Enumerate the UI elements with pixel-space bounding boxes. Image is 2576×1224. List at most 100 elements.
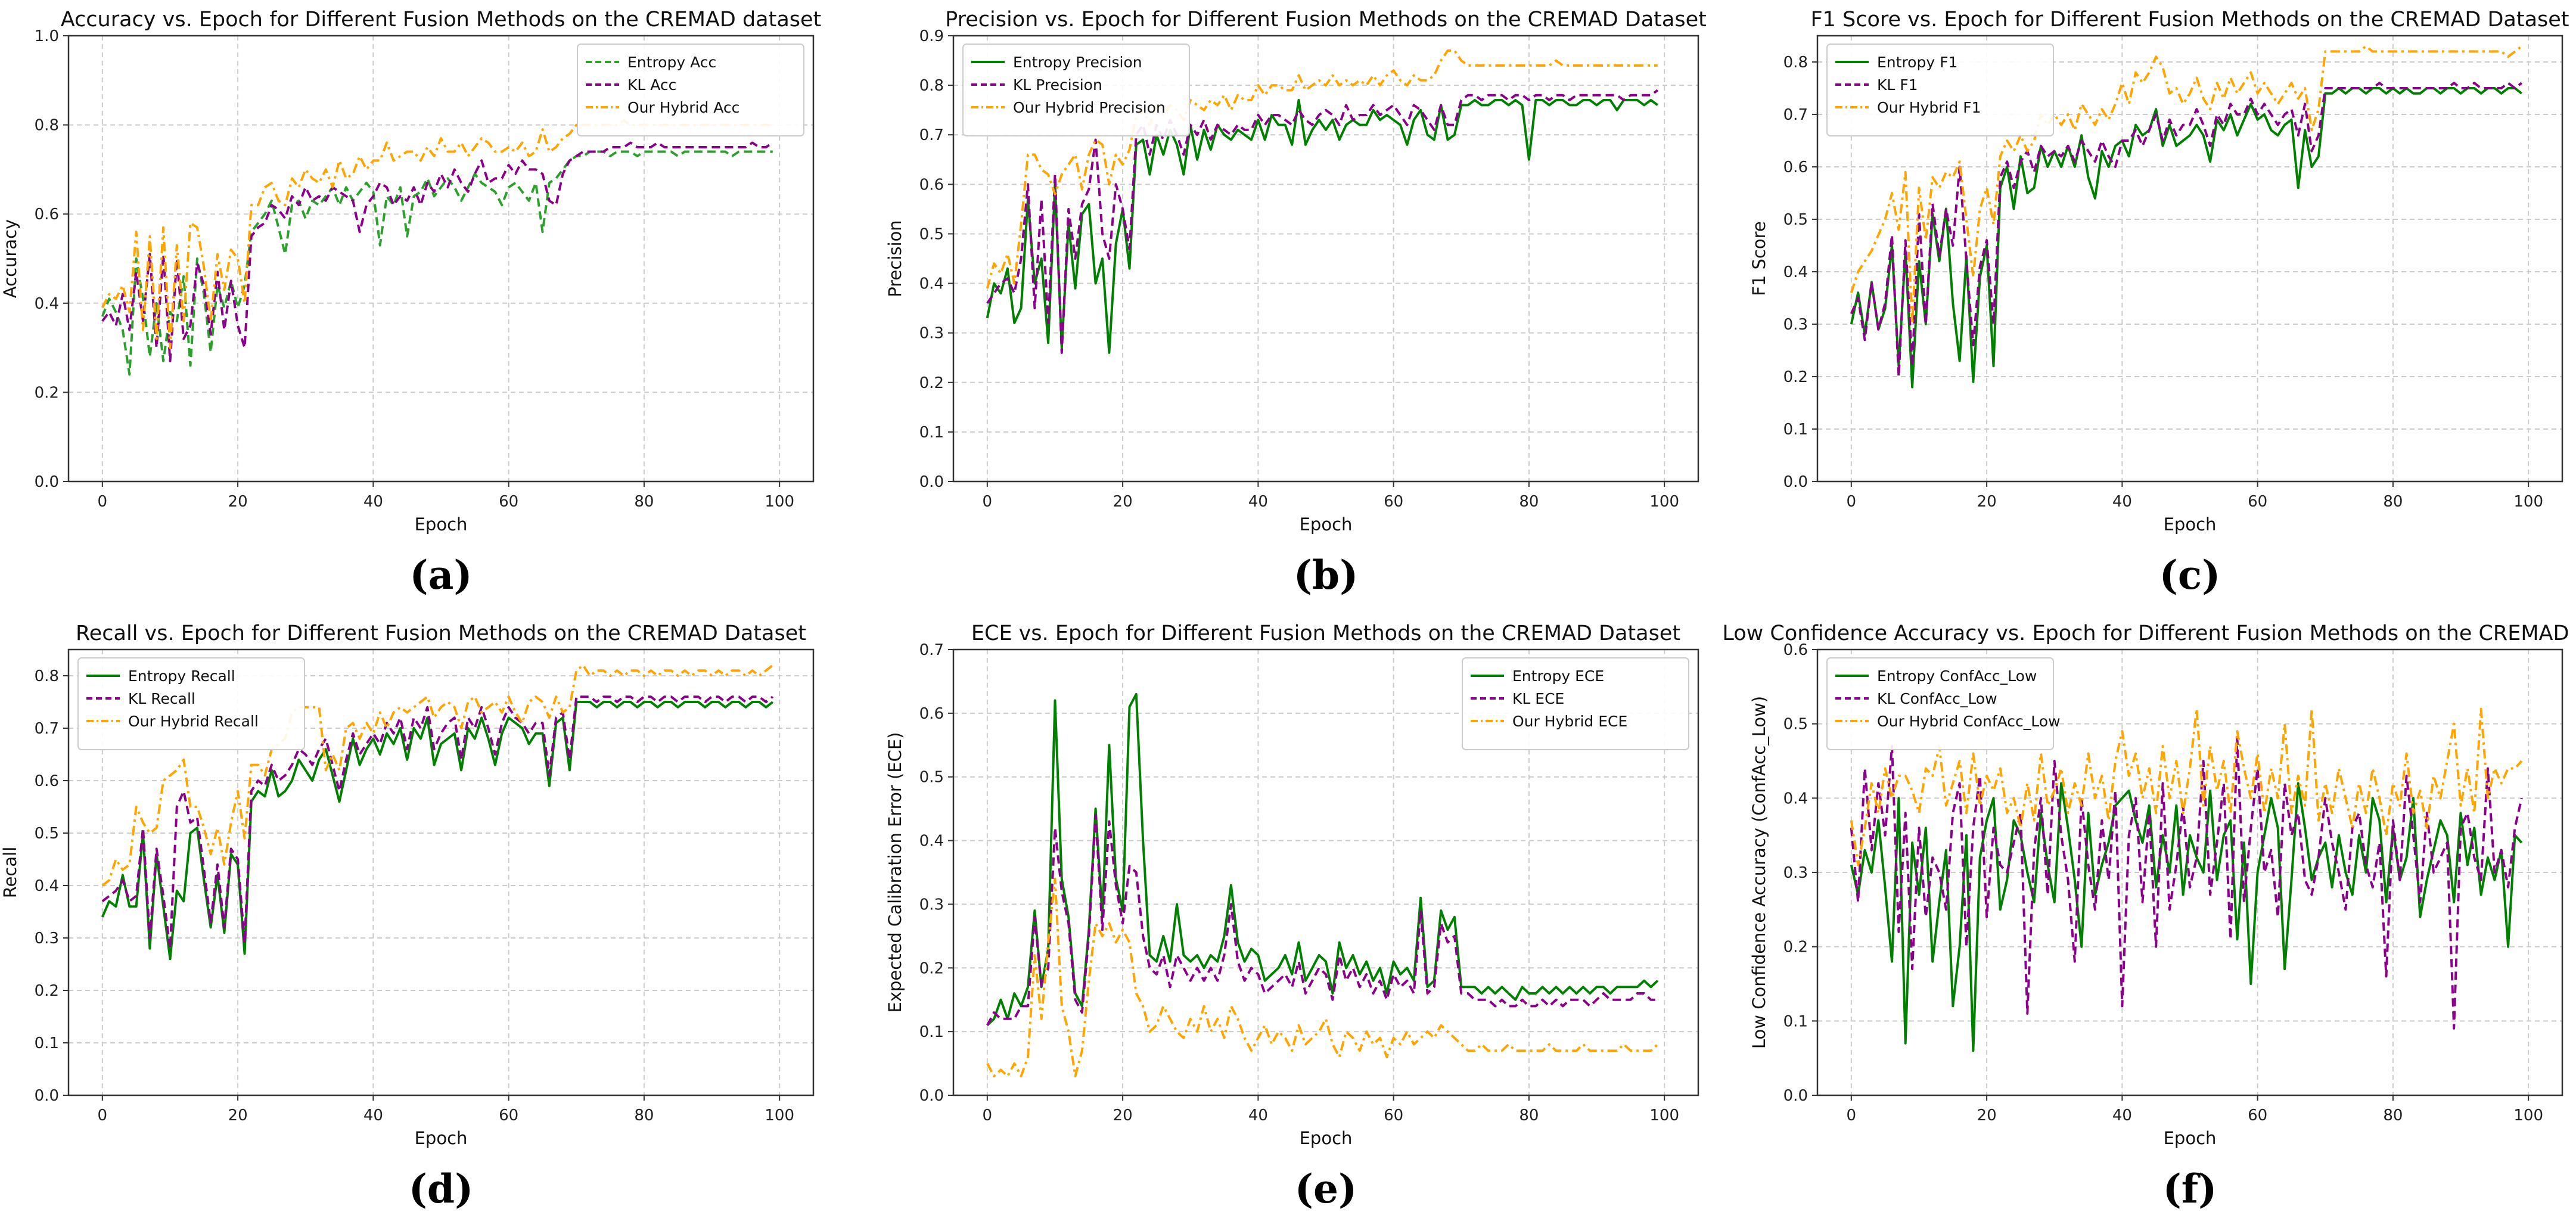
y-axis-label: Low Confidence Accuracy (ConfAcc_Low): [1749, 696, 1769, 1049]
legend-box: [962, 44, 1190, 136]
y-axis-label: Precision: [885, 220, 905, 297]
x-tick-label: 100: [765, 493, 794, 511]
chart-panel-e: 0.0 0.1 0.2 0.3 0.4 0.5 0.6 0.7 0 20 40 60 80 100 ECE …: [885, 622, 1699, 1212]
x-tick-label: 0: [983, 493, 993, 511]
x-tick-label: 80: [1519, 493, 1539, 511]
legend-entry: Entropy F1: [1877, 54, 1957, 71]
x-tick-label: 40: [1248, 1107, 1268, 1124]
y-tick-label: 0.7: [919, 126, 944, 144]
x-axis-label: Epoch: [415, 514, 468, 535]
legend-box: [77, 657, 305, 750]
y-tick-label: 1.0: [35, 27, 59, 45]
series-line-b-0: [986, 99, 1658, 354]
x-tick-label: 100: [765, 1107, 794, 1124]
series-line-a-1: [101, 141, 773, 362]
series-line-e-2: [986, 877, 1659, 1077]
x-tick-label: 40: [1248, 493, 1268, 511]
legend-entry: Entropy Precision: [1013, 54, 1142, 71]
y-tick-label: 0.5: [919, 225, 944, 243]
y-tick-label: 0.6: [919, 705, 944, 723]
x-axis-label: Epoch: [1300, 514, 1353, 535]
x-tick-label: 0: [98, 1107, 108, 1124]
y-tick-label: 0.1: [1783, 1012, 1808, 1030]
panel-label: (e): [1295, 1166, 1357, 1212]
panel-label: (f): [2163, 1166, 2217, 1212]
legend: Entropy Acc KL Acc Our Hybrid Acc: [577, 44, 804, 136]
y-tick-label: 0.0: [919, 1087, 944, 1105]
y-tick-label: 0.4: [919, 275, 944, 293]
y-tick-label: 0.2: [919, 374, 944, 392]
x-tick-label: 40: [2112, 1107, 2132, 1124]
y-tick-label: 0.6: [1783, 641, 1808, 659]
y-tick-label: 0.2: [1783, 939, 1808, 956]
series-line-d-0: [101, 701, 774, 961]
legend-entry: Entropy ConfAcc_Low: [1877, 667, 2037, 685]
y-tick-label: 0.4: [1783, 790, 1808, 807]
y-tick-label: 0.3: [35, 930, 59, 947]
x-tick-label: 20: [1977, 1107, 1997, 1124]
x-tick-label: 100: [1649, 493, 1679, 511]
legend-entry: Our Hybrid F1: [1877, 99, 1981, 116]
x-tick-label: 60: [2248, 493, 2267, 511]
x-tick-label: 100: [1649, 1107, 1679, 1124]
y-tick-label: 0.2: [35, 982, 59, 1000]
y-tick-label: 0.3: [919, 325, 944, 343]
legend-entry: Our Hybrid Recall: [128, 713, 259, 730]
y-tick-label: 0.1: [919, 424, 944, 442]
series-line-e-1: [986, 813, 1658, 1026]
x-tick-label: 80: [634, 1107, 654, 1124]
axes-frame: [67, 35, 815, 483]
x-tick-label: 60: [499, 493, 518, 511]
legend: Entropy ConfAcc_Low KL ConfAcc_Low Our Hyb…: [1826, 657, 2061, 750]
y-tick-label: 0.7: [919, 641, 944, 659]
y-tick-label: 0.4: [35, 295, 59, 313]
y-axis-label: Recall: [0, 847, 20, 899]
y-tick-label: 0.3: [1783, 316, 1808, 334]
x-axis-label: Epoch: [1300, 1128, 1353, 1148]
series-line-c-0: [1850, 87, 2523, 389]
series-line-c-2: [1850, 45, 2523, 325]
x-tick-label: 60: [499, 1107, 518, 1124]
y-tick-label: 0.4: [35, 877, 59, 895]
y-tick-label: 0.0: [35, 473, 59, 491]
x-tick-label: 60: [2248, 1107, 2267, 1124]
legend-box: [577, 44, 804, 136]
legend: Entropy Recall KL Recall Our Hybrid Recall: [77, 657, 305, 750]
x-tick-label: 40: [2112, 493, 2132, 511]
legend-box: [1826, 657, 2054, 750]
x-tick-label: 60: [1384, 493, 1403, 511]
legend-entry: KL ConfAcc_Low: [1877, 690, 1997, 707]
x-tick-label: 0: [983, 1107, 993, 1124]
y-tick-label: 0.4: [919, 832, 944, 850]
y-tick-label: 0.5: [919, 769, 944, 787]
legend-entry: KL Acc: [627, 76, 676, 94]
chart-panel-c: 0.0 0.1 0.2 0.3 0.4 0.5 0.6 0.7 0.8 0 20 40 60 80 100 F…: [1749, 8, 2569, 598]
chart-title: ECE vs. Epoch for Different Fusion Metho…: [971, 622, 1680, 645]
legend-entry: Our Hybrid ECE: [1512, 713, 1627, 730]
x-tick-label: 80: [2383, 493, 2403, 511]
panel-label: (c): [2159, 552, 2221, 598]
axes-frame: [952, 648, 1699, 1096]
x-axis-label: Epoch: [2164, 1128, 2217, 1148]
x-tick-label: 80: [634, 493, 654, 511]
x-tick-label: 60: [1384, 1107, 1403, 1124]
panel-label: (d): [409, 1166, 474, 1212]
y-tick-label: 0.7: [35, 720, 59, 738]
y-tick-label: 0.5: [1783, 716, 1808, 734]
y-tick-label: 0.8: [35, 667, 59, 685]
chart-panel-d: 0.0 0.1 0.2 0.3 0.4 0.5 0.6 0.7 0.8 0 20 40 60 80 100 R…: [0, 622, 815, 1212]
legend-entry: KL Precision: [1013, 76, 1102, 94]
chart-title: Accuracy vs. Epoch for Different Fusion …: [61, 8, 822, 32]
y-tick-label: 0.8: [1783, 54, 1808, 72]
chart-title: Low Confidence Accuracy vs. Epoch for Di…: [1722, 622, 2576, 645]
x-tick-label: 80: [2383, 1107, 2403, 1124]
series-line-b-1: [986, 89, 1658, 354]
y-tick-label: 0.1: [1783, 421, 1808, 439]
x-tick-label: 80: [1519, 1107, 1539, 1124]
x-tick-label: 100: [2513, 493, 2543, 511]
legend: Entropy F1 KL F1 Our Hybrid F1: [1826, 44, 2054, 136]
chart-title: F1 Score vs. Epoch for Different Fusion …: [1810, 8, 2569, 32]
x-tick-label: 20: [228, 1107, 248, 1124]
y-tick-label: 0.2: [919, 959, 944, 977]
y-tick-label: 0.6: [35, 772, 59, 790]
